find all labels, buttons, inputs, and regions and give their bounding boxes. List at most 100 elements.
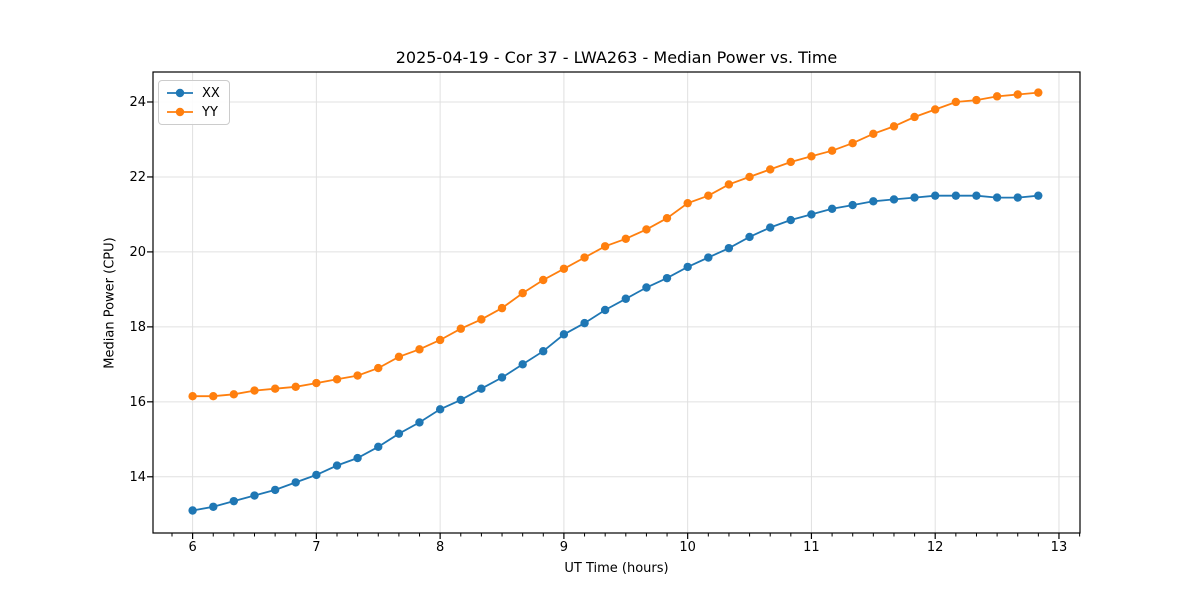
data-point-yy <box>250 386 259 395</box>
data-point-xx <box>827 204 837 214</box>
data-point-xx <box>683 262 692 272</box>
data-point-yy <box>332 375 342 384</box>
data-point-yy <box>724 180 734 189</box>
data-point-yy <box>188 391 197 401</box>
data-point-yy <box>270 384 280 393</box>
data-point-xx <box>1034 191 1043 200</box>
x-tick-label: 11 <box>803 540 820 555</box>
data-point-xx <box>662 273 672 283</box>
series-line-yy <box>192 91 1039 398</box>
data-point-yy <box>807 152 816 161</box>
y-tick-label: 20 <box>129 244 146 260</box>
data-point-xx <box>972 191 981 200</box>
data-point-xx <box>477 384 486 393</box>
data-point-xx <box>766 223 775 232</box>
data-point-xx <box>930 191 940 200</box>
y-tick-label: 16 <box>129 394 146 410</box>
x-tick-label: 9 <box>559 540 569 555</box>
data-point-yy <box>559 264 569 273</box>
data-point-xx <box>250 491 259 500</box>
data-point-yy <box>930 105 940 114</box>
data-point-yy <box>951 97 961 107</box>
x-tick-label: 6 <box>188 540 197 555</box>
x-tick-label: 10 <box>679 540 696 555</box>
data-point-yy <box>642 225 651 234</box>
x-tick-label: 7 <box>312 540 321 555</box>
data-point-yy <box>456 324 466 333</box>
data-point-yy <box>848 139 857 148</box>
data-point-yy <box>312 378 321 388</box>
data-point-yy <box>539 275 548 285</box>
data-point-yy <box>374 363 383 373</box>
data-point-xx <box>291 478 300 487</box>
data-point-yy <box>766 165 775 174</box>
data-point-xx <box>848 200 857 210</box>
data-point-xx <box>456 395 466 405</box>
x-tick-label: 8 <box>435 540 445 555</box>
y-tick-label: 18 <box>129 319 146 335</box>
x-tick-label: 12 <box>926 540 944 555</box>
data-point-yy <box>291 382 300 392</box>
data-point-xx <box>704 253 713 262</box>
data-point-xx <box>724 243 734 253</box>
data-point-xx <box>910 193 919 202</box>
data-point-yy <box>889 122 899 131</box>
y-tick-label: 22 <box>129 169 146 185</box>
data-point-yy <box>972 95 981 105</box>
data-point-yy <box>704 191 713 200</box>
data-point-xx <box>807 210 816 219</box>
data-point-xx <box>518 360 527 369</box>
data-point-yy <box>229 390 239 399</box>
data-point-xx <box>951 191 961 200</box>
data-point-xx <box>869 197 878 206</box>
legend-item-yy: YY <box>165 103 220 121</box>
yy-line-marker-icon <box>167 107 193 117</box>
data-point-yy <box>786 157 795 167</box>
data-point-yy <box>869 129 878 139</box>
y-tick-label: 14 <box>129 469 146 485</box>
data-point-yy <box>497 303 507 313</box>
data-point-xx <box>332 461 342 470</box>
x-tick-label: 13 <box>1050 540 1068 555</box>
legend-item-xx: XX <box>165 84 220 102</box>
data-point-xx <box>786 215 795 225</box>
data-point-yy <box>600 242 610 251</box>
data-point-xx <box>188 506 197 515</box>
data-point-xx <box>580 318 589 328</box>
data-point-yy <box>910 112 919 122</box>
data-point-xx <box>435 405 445 414</box>
data-point-xx <box>745 232 754 242</box>
data-point-yy <box>394 352 404 362</box>
data-point-xx <box>539 347 548 356</box>
data-point-yy <box>1034 88 1043 97</box>
data-point-xx <box>394 429 404 438</box>
data-point-yy <box>827 146 837 155</box>
data-point-yy <box>662 213 672 223</box>
data-point-yy <box>621 234 630 243</box>
data-point-yy <box>745 172 754 182</box>
data-point-xx <box>621 294 630 303</box>
legend-label-xx: XX <box>202 85 220 101</box>
data-point-xx <box>889 195 899 204</box>
data-point-xx <box>1013 193 1022 202</box>
data-point-yy <box>580 253 589 262</box>
x-axis-label: UT Time (hours) <box>564 561 669 576</box>
data-point-xx <box>229 496 239 506</box>
data-point-xx <box>559 330 569 339</box>
data-point-yy <box>992 92 1002 101</box>
data-point-xx <box>209 502 218 511</box>
data-point-yy <box>518 288 527 298</box>
data-point-xx <box>353 453 362 463</box>
xx-line-marker-icon <box>167 88 193 98</box>
data-point-yy <box>477 315 486 324</box>
data-point-xx <box>312 470 321 480</box>
data-point-xx <box>270 485 280 495</box>
data-point-yy <box>415 345 424 354</box>
legend-label-yy: YY <box>202 104 218 120</box>
data-point-yy <box>353 371 362 380</box>
legend: XX YY <box>158 80 230 125</box>
data-point-xx <box>600 305 610 315</box>
data-point-yy <box>683 198 692 208</box>
